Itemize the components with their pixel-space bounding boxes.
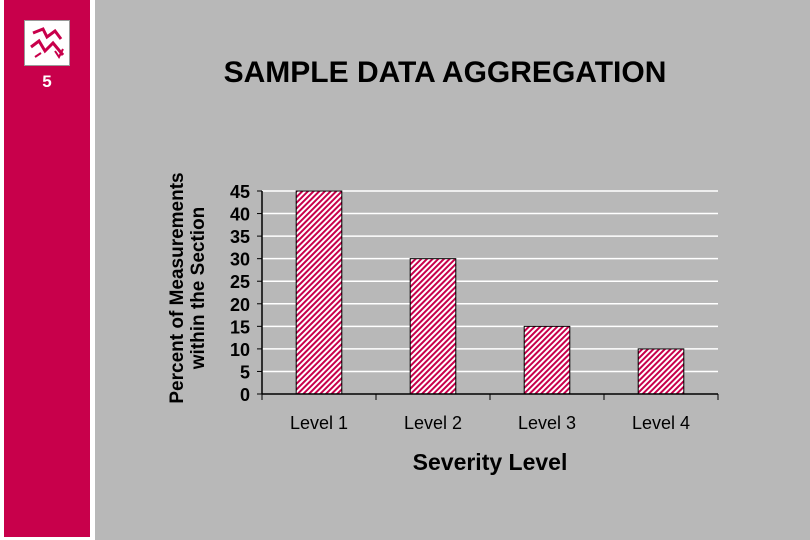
y-tick-label: 0 [240,385,250,405]
y-tick-label: 20 [230,295,250,315]
bars [295,190,685,395]
y-tick-label: 35 [230,227,250,247]
y-tick-label: 15 [230,317,250,337]
slide-number: 5 [42,72,52,91]
y-tick-label: 25 [230,272,250,292]
y-tick-label: 40 [230,205,250,225]
slide-title: SAMPLE DATA AGGREGATION [223,56,667,89]
x-tick-label: Level 1 [290,413,348,433]
bar-level-1 [295,190,343,395]
y-tick-label: 45 [230,182,250,202]
y-tick-label: 10 [230,340,250,360]
bar-level-3 [523,325,571,395]
x-tick-labels: Level 1 Level 2 Level 3 Level 4 [290,413,690,433]
x-tick-label: Level 3 [518,413,576,433]
bar-level-4 [637,348,685,395]
sidebar-band [4,0,90,537]
lightning-logo-icon [24,20,70,66]
bar-level-2 [409,258,457,395]
y-tick-label: 30 [230,250,250,270]
axes [257,190,719,400]
x-tick-label: Level 2 [404,413,462,433]
x-tick-label: Level 4 [632,413,690,433]
sidebar: 5 [0,0,95,540]
x-axis-label: Severity Level [412,449,568,475]
y-tick-label: 5 [240,362,250,382]
